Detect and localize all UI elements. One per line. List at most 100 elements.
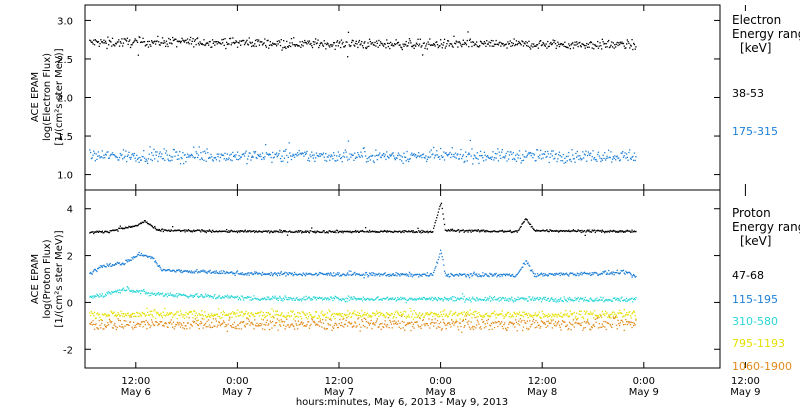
data-point [565,299,568,301]
data-point [297,154,300,156]
data-point [497,325,499,328]
data-point [122,228,124,230]
data-point [496,43,498,45]
data-point [158,41,160,43]
data-point [249,316,251,318]
data-point [106,263,108,265]
data-point [434,297,436,299]
data-point [455,230,457,232]
data-point [201,158,203,160]
data-point [578,158,580,161]
data-point [198,146,200,148]
data-point [255,325,257,327]
data-point [147,256,149,258]
data-point [539,154,541,156]
data-point [270,230,272,232]
data-point [308,296,310,298]
data-point [457,229,459,231]
data-point [434,222,436,224]
data-point [311,151,313,153]
data-point [515,313,517,315]
data-point [542,313,544,315]
data-point [525,313,527,315]
data-point [311,298,313,300]
data-point [635,318,637,320]
data-point [347,272,349,274]
data-point [615,324,618,326]
data-point [577,322,579,324]
data-point [536,297,539,299]
data-point [255,156,257,159]
data-point [585,322,587,324]
data-point [298,149,300,152]
data-point [254,312,257,314]
data-point [557,41,559,43]
data-point [388,327,390,329]
data-point [394,159,396,161]
data-point [300,298,302,301]
data-point [599,313,601,316]
data-point [471,327,473,329]
data-point [94,324,96,326]
data-point [179,163,182,165]
data-point [140,313,142,315]
data-point [529,326,532,328]
data-point [176,321,178,324]
data-point [347,321,350,324]
data-point [378,154,380,156]
data-point [278,314,280,317]
data-point [318,153,321,155]
data-point [151,159,153,162]
data-point [115,263,118,265]
data-point [142,156,144,158]
data-point [354,310,356,312]
data-point [379,298,382,300]
data-point [370,298,372,300]
data-point [283,40,285,42]
data-point [549,273,551,275]
data-point [226,153,228,155]
data-point [372,160,375,162]
data-point [414,298,416,300]
data-point [512,324,514,326]
data-point [522,45,525,47]
data-point [512,152,514,154]
data-point [573,299,575,302]
data-point [250,231,252,233]
data-point [383,297,385,300]
data-point [368,45,370,47]
data-point [488,316,490,318]
data-point [598,316,600,319]
data-point [301,275,303,277]
data-point [109,292,111,294]
data-point [454,274,457,276]
data-point [215,156,217,159]
data-point [197,156,199,159]
data-point [206,230,208,232]
data-point [413,231,415,234]
data-point [403,310,405,313]
data-point [170,319,172,321]
data-point [108,291,110,293]
data-point [193,310,195,312]
data-point [359,44,361,46]
data-point [218,316,221,318]
data-point [572,299,574,301]
data-point [366,46,368,48]
data-point [138,36,140,38]
data-point [160,312,162,314]
data-point [234,274,236,276]
data-point [219,317,221,320]
data-point [300,315,302,318]
data-point [309,43,311,45]
data-point [120,227,122,229]
data-point [383,298,386,300]
data-point [92,320,94,322]
data-point [208,294,210,297]
data-point [531,269,533,271]
data-point [431,311,433,314]
data-point [264,297,266,299]
data-point [304,153,307,156]
data-point [593,44,596,46]
data-point [401,315,403,317]
